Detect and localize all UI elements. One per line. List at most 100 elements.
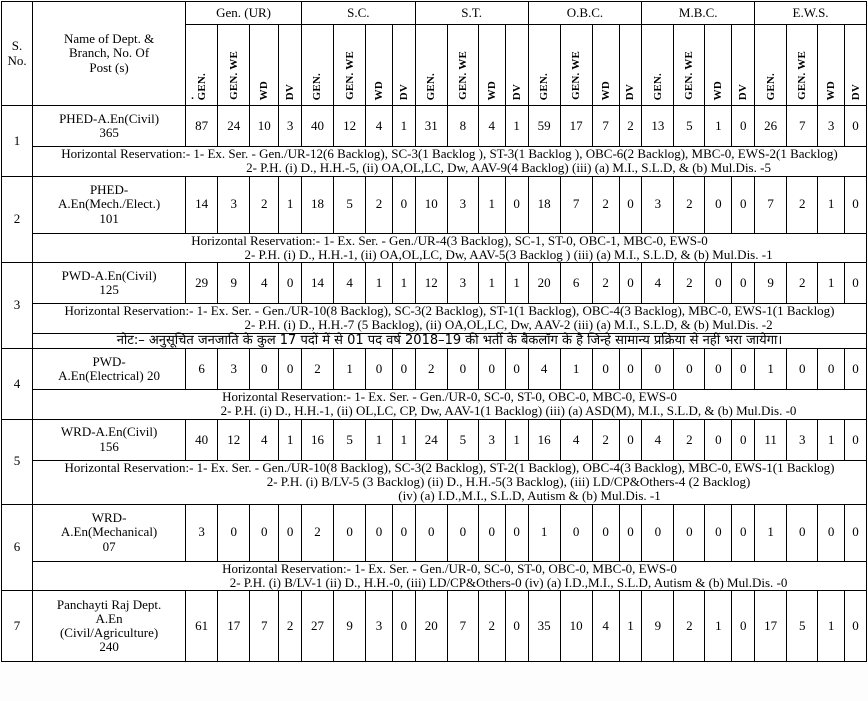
vacancy-count-cell: 0 — [504, 175, 529, 234]
vacancy-count-cell: 17 — [754, 590, 788, 663]
horizontal-reservation-text: Horizontal Reservation:- 1- Ex. Ser. - G… — [32, 459, 867, 505]
vacancy-count-cell: 4 — [559, 418, 593, 461]
vacancy-count-cell: 12 — [217, 418, 251, 461]
dept-name-line: A.En(Mech./Elect.) — [58, 196, 161, 212]
header-sub-sc-dv: DV — [391, 24, 416, 106]
dept-name-line: 365 — [99, 125, 119, 140]
reservation-line: Horizontal Reservation:- 1- Ex. Ser. - G… — [222, 560, 677, 576]
vacancy-count-cell: 9 — [217, 262, 251, 305]
vacancy-count-cell: 5 — [333, 418, 367, 461]
vacancy-count-cell: 3 — [278, 105, 302, 147]
vacancy-count-cell: 9 — [641, 590, 675, 663]
row-dept-name: PHED-A.En(Civil) 365 — [32, 105, 187, 147]
reservation-line: 2- P.H. (i) B/LV-1 (ii) D., H.H.-0, (iii… — [229, 574, 788, 590]
vacancy-count-cell: 0 — [618, 418, 643, 461]
note-text: नोट:– अनुसूचित जनजाति के कुल 17 पदों में… — [32, 332, 867, 350]
horizontal-reservation-row: Horizontal Reservation:- 1- Ex. Ser. - G… — [2, 232, 867, 264]
horizontal-reservation-text: Horizontal Reservation:- 1- Ex. Ser. - G… — [32, 389, 867, 420]
vacancy-count-cell: 0 — [504, 503, 529, 562]
header-sub-label: DV — [284, 83, 297, 100]
header-category-sc: S.C. — [300, 1, 416, 25]
header-sub-label: GEN. — [538, 72, 551, 100]
vacancy-count-cell: 8 — [446, 105, 479, 147]
vacancy-count-cell: 0 — [786, 503, 819, 562]
vacancy-count-cell: 0 — [731, 418, 756, 461]
vacancy-count-cell: 0 — [844, 348, 867, 391]
recruitment-vacancy-table: S. No. Name of Dept. & Branch, No. Of Po… — [0, 1, 867, 663]
vacancy-count-cell: 0 — [731, 175, 756, 234]
header-serial-no: S. No. — [0, 1, 34, 106]
vacancy-count-cell: 1 — [754, 503, 788, 562]
header-sub-label: GEN. — [651, 72, 664, 100]
vacancy-count-cell: 12 — [414, 262, 448, 305]
header-row-subcolumns: GEN. . GEN. WE WD DV GEN. GEN. WE WD DV … — [2, 24, 867, 106]
vacancy-count-cell: 4 — [527, 348, 561, 391]
vacancy-count-cell: 24 — [414, 418, 448, 461]
vacancy-count-cell: 3 — [477, 418, 506, 461]
vacancy-count-cell: 1 — [704, 105, 733, 147]
vacancy-count-cell: 0 — [704, 348, 733, 391]
vacancy-count-cell: 0 — [817, 503, 846, 562]
row-dept-name: PHED- A.En(Mech./Elect.) 101 — [32, 175, 187, 234]
header-category-mbc: M.B.C. — [641, 1, 756, 25]
vacancy-count-cell: 2 — [673, 418, 706, 461]
vacancy-count-cell: 2 — [278, 590, 302, 663]
vacancy-count-cell: 3 — [185, 503, 219, 562]
table-row: 3 PWD-A.En(Civil) 125 29 9 4 0 14 4 1 1 12 3 1 1 20 6 2 0 4… — [0, 262, 867, 350]
vacancy-count-cell: 5 — [446, 418, 479, 461]
header-sub-st-genwe: GEN. WE — [446, 24, 479, 106]
vacancy-count-cell: 0 — [391, 590, 416, 663]
vacancy-count-cell: 0 — [704, 503, 733, 562]
vacancy-count-cell: 3 — [641, 175, 675, 234]
vacancy-count-cell: 0 — [391, 348, 416, 391]
vacancy-count-cell: 16 — [527, 418, 561, 461]
header-sub-mbc-genwe: GEN. WE — [673, 24, 706, 106]
header-sub-ews-dv: DV — [844, 24, 867, 106]
vacancy-count-cell: 24 — [217, 105, 251, 147]
table-row: 6 WRD- A.En(Mechanical) 07 3 0 0 0 2 0 0 0 0 0 0 0 1 0 0 0 0… — [0, 503, 867, 592]
header-sub-genur-gen: GEN. . — [185, 24, 219, 106]
vacancy-count-cell: 6 — [559, 262, 593, 305]
header-sub-obc-wd: WD — [591, 24, 620, 106]
horizontal-reservation-row: Horizontal Reservation:- 1- Ex. Ser. - G… — [2, 303, 867, 334]
header-sub-label: DV — [737, 83, 750, 100]
vacancy-count-cell: 12 — [333, 105, 367, 147]
table-body: 1 PHED-A.En(Civil) 365 87 24 10 3 40 12 4 1 31 8 4 1 59… — [0, 105, 867, 663]
vacancy-count-cell: 3 — [446, 175, 479, 234]
dept-name-line: PHED-A.En(Civil) — [59, 110, 160, 126]
header-sub-st-dv: DV — [504, 24, 529, 106]
row-dept-name: WRD-A.En(Civil) 156 — [32, 418, 187, 461]
vacancy-count-cell: 1 — [365, 418, 393, 461]
vacancy-count-cell: 0 — [817, 348, 846, 391]
vacancy-count-cell: 0 — [844, 590, 867, 663]
vacancy-count-cell: 2 — [591, 262, 620, 305]
vacancy-count-cell: 0 — [844, 105, 867, 147]
vacancy-count-cell: 14 — [300, 262, 335, 305]
vacancy-count-cell: 7 — [559, 175, 593, 234]
note-row: नोट:– अनुसूचित जनजाति के कुल 17 पदों में… — [2, 332, 867, 350]
table-row: 1 PHED-A.En(Civil) 365 87 24 10 3 40 12 4 1 31 8 4 1 59… — [0, 105, 867, 177]
vacancy-count-cell: 2 — [300, 503, 335, 562]
header-sub-mbc-gen: GEN. — [641, 24, 675, 106]
vacancy-count-cell: 4 — [249, 262, 280, 305]
vacancy-count-cell: 17 — [217, 590, 251, 663]
vacancy-count-cell: 0 — [731, 503, 756, 562]
vacancy-count-cell: 4 — [477, 105, 506, 147]
header-serial-line1: S. — [11, 38, 23, 54]
vacancy-count-cell: 2 — [591, 418, 620, 461]
header-sub-ews-wd: WD — [817, 24, 846, 106]
horizontal-reservation-row: Horizontal Reservation:- 1- Ex. Ser. - G… — [2, 459, 867, 505]
header-sub-st-gen: GEN. — [414, 24, 448, 106]
vacancy-count-cell: 4 — [249, 418, 280, 461]
vacancy-count-cell: 5 — [786, 590, 819, 663]
header-sub-label: WD — [825, 80, 838, 100]
header-sub-label: GEN. — [311, 72, 324, 100]
reservation-line: 2- P.H. (i) D., H.H.-1, (ii) OA,OL,LC, D… — [244, 246, 773, 262]
vacancy-count-cell: 0 — [641, 348, 675, 391]
header-sub-genur-wd: WD — [249, 24, 280, 106]
header-sub-ews-gen: GEN. — [754, 24, 788, 106]
vacancy-count-cell: 1 — [365, 262, 393, 305]
vacancy-count-cell: 1 — [333, 348, 367, 391]
vacancy-count-cell: 0 — [477, 348, 506, 391]
vacancy-count-cell: 1 — [391, 418, 416, 461]
